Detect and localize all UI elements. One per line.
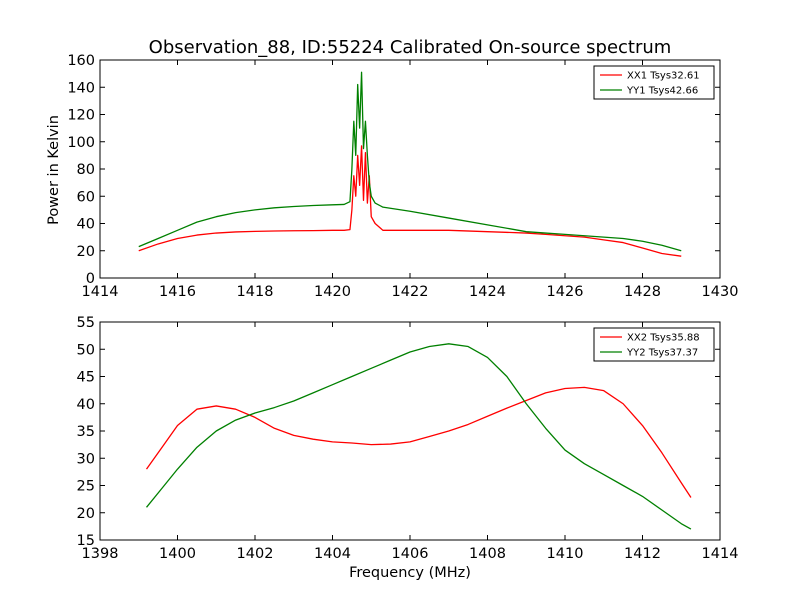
y-tick-label: 100 [67,135,95,151]
series-line-1 [145,386,692,498]
legend-label: XX2 Tsys35.88 [627,333,700,344]
y-tick-label: 160 [67,53,95,69]
x-tick-label: 1424 [469,284,506,300]
x-tick-label: 1400 [159,546,196,562]
x-tick-label: 1426 [547,284,584,300]
chart-panel-2: 1398 1400 1402 1404 1406 1408 1410 1412 1414 15 20… [77,315,739,562]
x-axis-label: Frequency (MHz) [349,565,471,581]
y-tick-label: 30 [77,451,95,467]
y-tick-label: 120 [67,108,95,124]
y-tick-label: 140 [67,80,95,96]
x-tick-label: 1410 [547,546,584,562]
y-tick-label: 20 [77,506,95,522]
series-line-1 [138,145,682,257]
legend-label: XX1 Tsys32.61 [627,71,700,82]
x-tick-label: 1422 [392,284,429,300]
y-tick-label: 40 [77,217,95,233]
legend-box [593,65,715,100]
legend-box [593,327,715,362]
chart-panel-1: 1414 1416 1418 1420 1422 1424 1426 1428 1430 0 20 4… [67,53,738,300]
chart-title: Observation_88, ID:55224 Calibrated On-s… [149,37,672,58]
series-line-2 [145,343,692,530]
y-tick-label: 0 [86,271,95,287]
y-tick-label: 35 [77,424,95,440]
y-axis-label: Power in Kelvin [46,115,62,225]
legend-label: YY1 Tsys42.66 [626,86,698,97]
y-tick-label: 20 [77,244,95,260]
x-tick-label: 1402 [237,546,274,562]
y-tick-label: 15 [77,533,95,549]
x-tick-label: 1404 [314,546,351,562]
x-tick-label: 1430 [702,284,739,300]
y-tick-label: 55 [77,315,95,331]
legend-label: YY2 Tsys37.37 [626,348,698,359]
x-tick-label: 1398 [82,546,119,562]
x-tick-label: 1414 [82,284,119,300]
x-tick-label: 1420 [314,284,351,300]
x-tick-label: 1416 [159,284,196,300]
legend: XX1 Tsys32.61 YY1 Tsys42.66 [593,65,715,100]
y-tick-label: 45 [77,370,95,386]
y-tick-label: 80 [77,162,95,178]
legend: XX2 Tsys35.88 YY2 Tsys37.37 [593,327,715,362]
x-tick-label: 1414 [702,546,739,562]
x-tick-label: 1406 [392,546,429,562]
series-line-2 [138,71,682,252]
y-tick-label: 60 [77,189,95,205]
y-tick-label: 50 [77,342,95,358]
y-tick-label: 40 [77,397,95,413]
x-tick-label: 1412 [624,546,661,562]
x-tick-label: 1428 [624,284,661,300]
y-tick-label: 25 [77,479,95,495]
x-tick-label: 1418 [237,284,274,300]
x-tick-label: 1408 [469,546,506,562]
